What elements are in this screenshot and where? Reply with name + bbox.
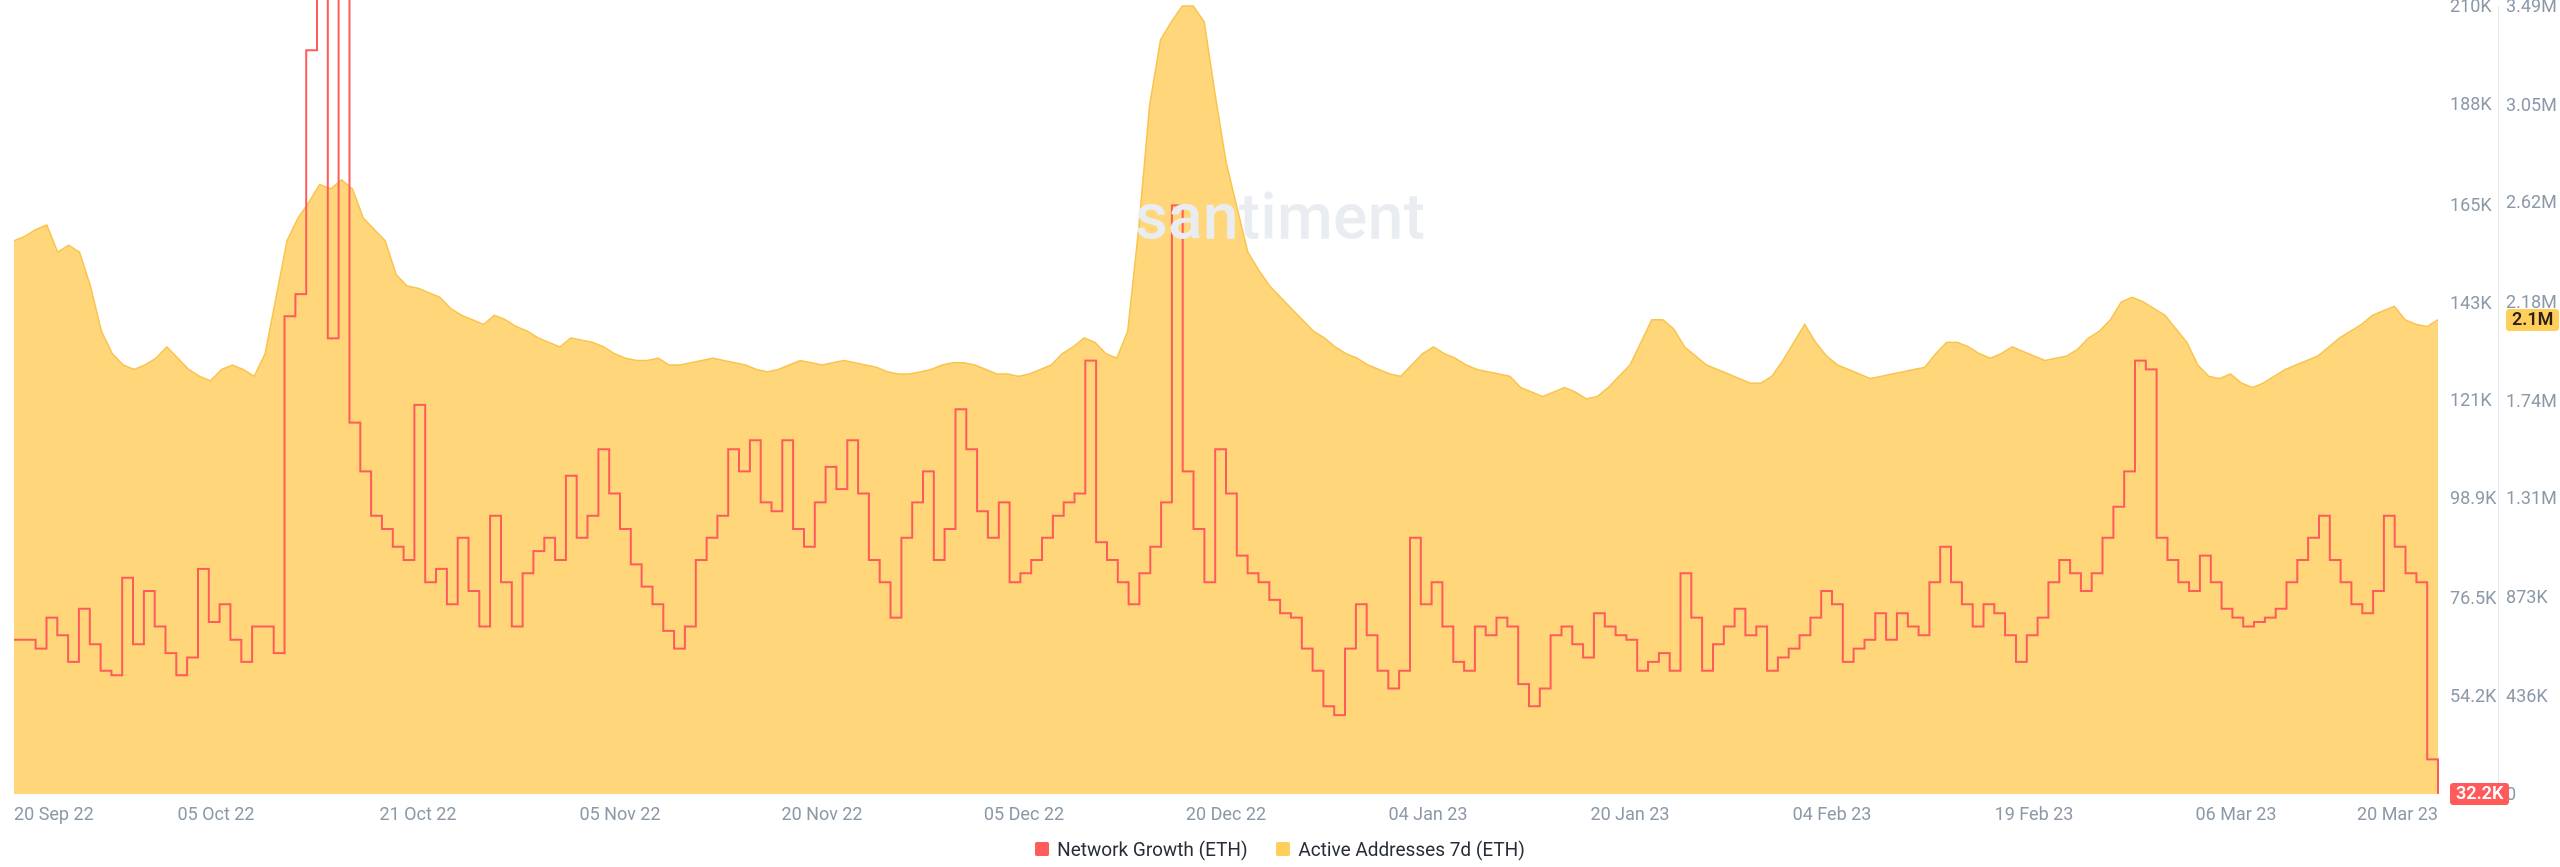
badge-y1: 32.2K	[2450, 783, 2509, 805]
x-tick: 19 Feb 23	[1995, 804, 2074, 825]
legend-swatch-network-growth	[1035, 842, 1049, 856]
legend-item-active-addresses: Active Addresses 7d (ETH)	[1276, 838, 1525, 861]
legend-label-network-growth: Network Growth (ETH)	[1057, 838, 1247, 861]
x-tick: 20 Dec 22	[1186, 804, 1266, 825]
x-axis: 20 Sep 22 05 Oct 22 21 Oct 22 05 Nov 22 20 N…	[0, 804, 2560, 824]
x-tick: 21 Oct 22	[379, 804, 456, 825]
y-tick: 54.2K	[2450, 686, 2496, 707]
y-tick: 210K	[2450, 0, 2492, 17]
legend-item-network-growth: Network Growth (ETH)	[1035, 838, 1247, 861]
x-tick: 04 Feb 23	[1793, 804, 1872, 825]
x-tick: 20 Jan 23	[1590, 804, 1669, 825]
x-tick: 04 Jan 23	[1388, 804, 1467, 825]
y-tick: 1.74M	[2506, 391, 2557, 412]
y-tick: 121K	[2450, 390, 2492, 411]
y-tick: 873K	[2506, 587, 2548, 608]
y-tick: 188K	[2450, 94, 2492, 115]
chart-container: santiment 20 Sep 2205 Oct 2221 Oct 2205 …	[0, 0, 2560, 867]
y-tick: 436K	[2506, 686, 2548, 707]
legend: Network Growth (ETH) Active Addresses 7d…	[0, 838, 2560, 862]
y-tick: 3.49M	[2506, 0, 2557, 17]
y-tick: 3.05M	[2506, 95, 2557, 116]
legend-label-active-addresses: Active Addresses 7d (ETH)	[1298, 838, 1525, 861]
x-tick: 20 Mar 23	[2357, 804, 2438, 825]
y-tick: 1.31M	[2506, 488, 2557, 509]
y-tick: 76.5K	[2450, 588, 2496, 609]
axis-separator	[2498, 6, 2499, 794]
x-tick: 20 Sep 22	[14, 804, 94, 825]
x-tick: 20 Nov 22	[781, 804, 862, 825]
x-tick: 05 Nov 22	[579, 804, 660, 825]
area-active-addresses	[14, 6, 2438, 794]
legend-swatch-active-addresses	[1276, 842, 1290, 856]
chart-svg	[0, 0, 2560, 867]
badge-y2: 2.1M	[2506, 309, 2559, 331]
y-tick: 165K	[2450, 195, 2492, 216]
y-tick: 143K	[2450, 293, 2492, 314]
y-tick: 98.9K	[2450, 488, 2496, 509]
x-tick: 05 Dec 22	[984, 804, 1064, 825]
y-tick: 2.62M	[2506, 192, 2557, 213]
x-tick: 06 Mar 23	[2196, 804, 2277, 825]
x-tick: 05 Oct 22	[177, 804, 254, 825]
